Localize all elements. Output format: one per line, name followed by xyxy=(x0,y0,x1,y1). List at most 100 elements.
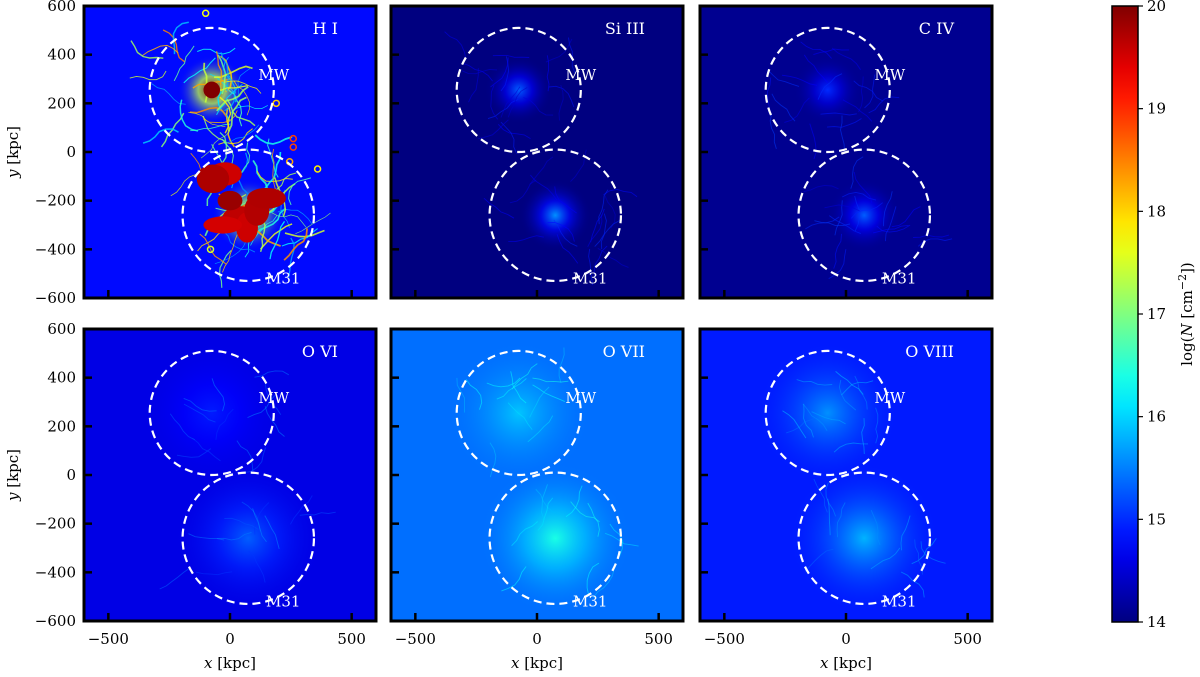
gas-filament xyxy=(532,377,569,383)
gas-filament xyxy=(456,377,465,413)
gas-filament xyxy=(841,380,874,396)
y-tick-label: 400 xyxy=(47,46,76,64)
y-tick-label: −200 xyxy=(35,192,76,210)
gas-filament xyxy=(483,197,515,219)
x-tick-label: −500 xyxy=(395,630,436,648)
gas-filament xyxy=(838,379,857,411)
galaxy-label-m31: M31 xyxy=(882,269,916,287)
x-tick-label: −500 xyxy=(704,630,745,648)
gas-filament xyxy=(913,234,950,238)
gas-filament xyxy=(486,377,521,388)
gas-filament xyxy=(882,191,893,227)
gas-filament xyxy=(444,31,467,60)
gas-filament xyxy=(900,571,925,598)
gas-filament xyxy=(911,538,937,565)
gas-filament xyxy=(592,568,615,598)
virial-circle-mw xyxy=(148,26,275,154)
halo-glow-mw xyxy=(447,341,591,485)
gas-filament xyxy=(500,86,521,118)
x-axis-label: x [kpc] xyxy=(204,654,256,672)
gas-filament xyxy=(507,87,528,118)
gas-filament xyxy=(875,407,879,444)
halo-glow-mw xyxy=(793,55,862,125)
ion-label: C IV xyxy=(919,19,955,38)
gas-filament xyxy=(556,234,579,264)
gas-filament xyxy=(558,84,564,121)
x-axis-label: x [kpc] xyxy=(511,654,563,672)
panel-si-iii: MW M31 Si III xyxy=(389,4,685,300)
gas-filament xyxy=(227,96,247,132)
y-tick-label: 200 xyxy=(47,94,76,112)
mw-dense-core xyxy=(203,81,221,99)
ion-label: Si III xyxy=(605,19,645,38)
gas-filament xyxy=(814,220,850,227)
gas-filament xyxy=(831,47,861,71)
gas-filament xyxy=(507,402,533,430)
y-tick-label: 600 xyxy=(47,320,76,338)
gas-filament xyxy=(220,52,230,92)
galaxy-label-m31: M31 xyxy=(573,269,607,287)
virial-circle-m31 xyxy=(181,471,316,606)
gas-filament xyxy=(130,40,164,59)
gas-filament xyxy=(172,21,189,55)
gas-filament xyxy=(558,347,565,383)
gas-filament xyxy=(850,156,864,189)
gas-filament xyxy=(223,230,256,253)
colorbar-tick-label: 16 xyxy=(1147,408,1166,426)
gas-filament xyxy=(850,202,883,219)
gas-filament xyxy=(254,370,290,378)
gas-filament xyxy=(891,206,921,228)
gas-filament xyxy=(490,85,499,120)
x-tick-label: 0 xyxy=(841,630,851,648)
gas-filament xyxy=(565,485,583,518)
gas-filament xyxy=(603,188,638,198)
halo-glow-mw xyxy=(140,341,284,485)
satellite-cloud xyxy=(201,9,210,18)
gas-filament xyxy=(588,248,594,286)
gas-filament xyxy=(598,189,609,225)
gas-filament xyxy=(492,54,530,58)
gas-filament xyxy=(570,501,600,523)
virial-circle-mw xyxy=(455,349,582,477)
gas-filament xyxy=(854,375,868,410)
m31-dense-clump xyxy=(247,187,286,209)
gas-filament xyxy=(547,222,575,242)
virial-circle-m31 xyxy=(797,471,932,606)
gas-filament xyxy=(179,99,199,132)
gas-filament xyxy=(151,83,186,105)
gas-filament xyxy=(159,567,190,590)
gas-filament xyxy=(267,138,279,178)
galaxy-label-mw: MW xyxy=(258,389,289,407)
gas-filament xyxy=(264,382,282,415)
gas-filament xyxy=(511,521,538,547)
gas-filament xyxy=(217,85,231,122)
gas-filament xyxy=(872,224,909,234)
gas-filament xyxy=(825,482,837,517)
gas-filament xyxy=(183,397,217,412)
gas-filament xyxy=(215,408,234,440)
gas-filament xyxy=(529,386,550,418)
gas-filament xyxy=(264,406,285,437)
gas-filament xyxy=(224,75,236,112)
gas-filament xyxy=(813,478,828,513)
virial-circle-m31 xyxy=(797,148,932,283)
gas-filament xyxy=(247,395,276,419)
gas-filament xyxy=(222,234,238,273)
gas-filament xyxy=(497,123,531,139)
virial-circle-m31 xyxy=(488,471,623,606)
gas-filament xyxy=(842,99,873,122)
gas-filament xyxy=(803,54,828,83)
gas-filament xyxy=(192,437,221,462)
panel-o-vi: MW M31 O VI xyxy=(82,327,378,623)
gas-filament xyxy=(835,371,864,395)
gas-filament xyxy=(218,250,232,288)
gas-filament xyxy=(767,69,800,87)
halo-glow-m31 xyxy=(828,179,901,252)
galaxy-label-mw: MW xyxy=(874,389,905,407)
m31-dense-clump xyxy=(203,216,243,234)
gas-filament xyxy=(223,124,260,144)
gas-filament xyxy=(196,571,233,576)
gas-filament xyxy=(129,70,167,81)
gas-filament xyxy=(529,156,554,185)
